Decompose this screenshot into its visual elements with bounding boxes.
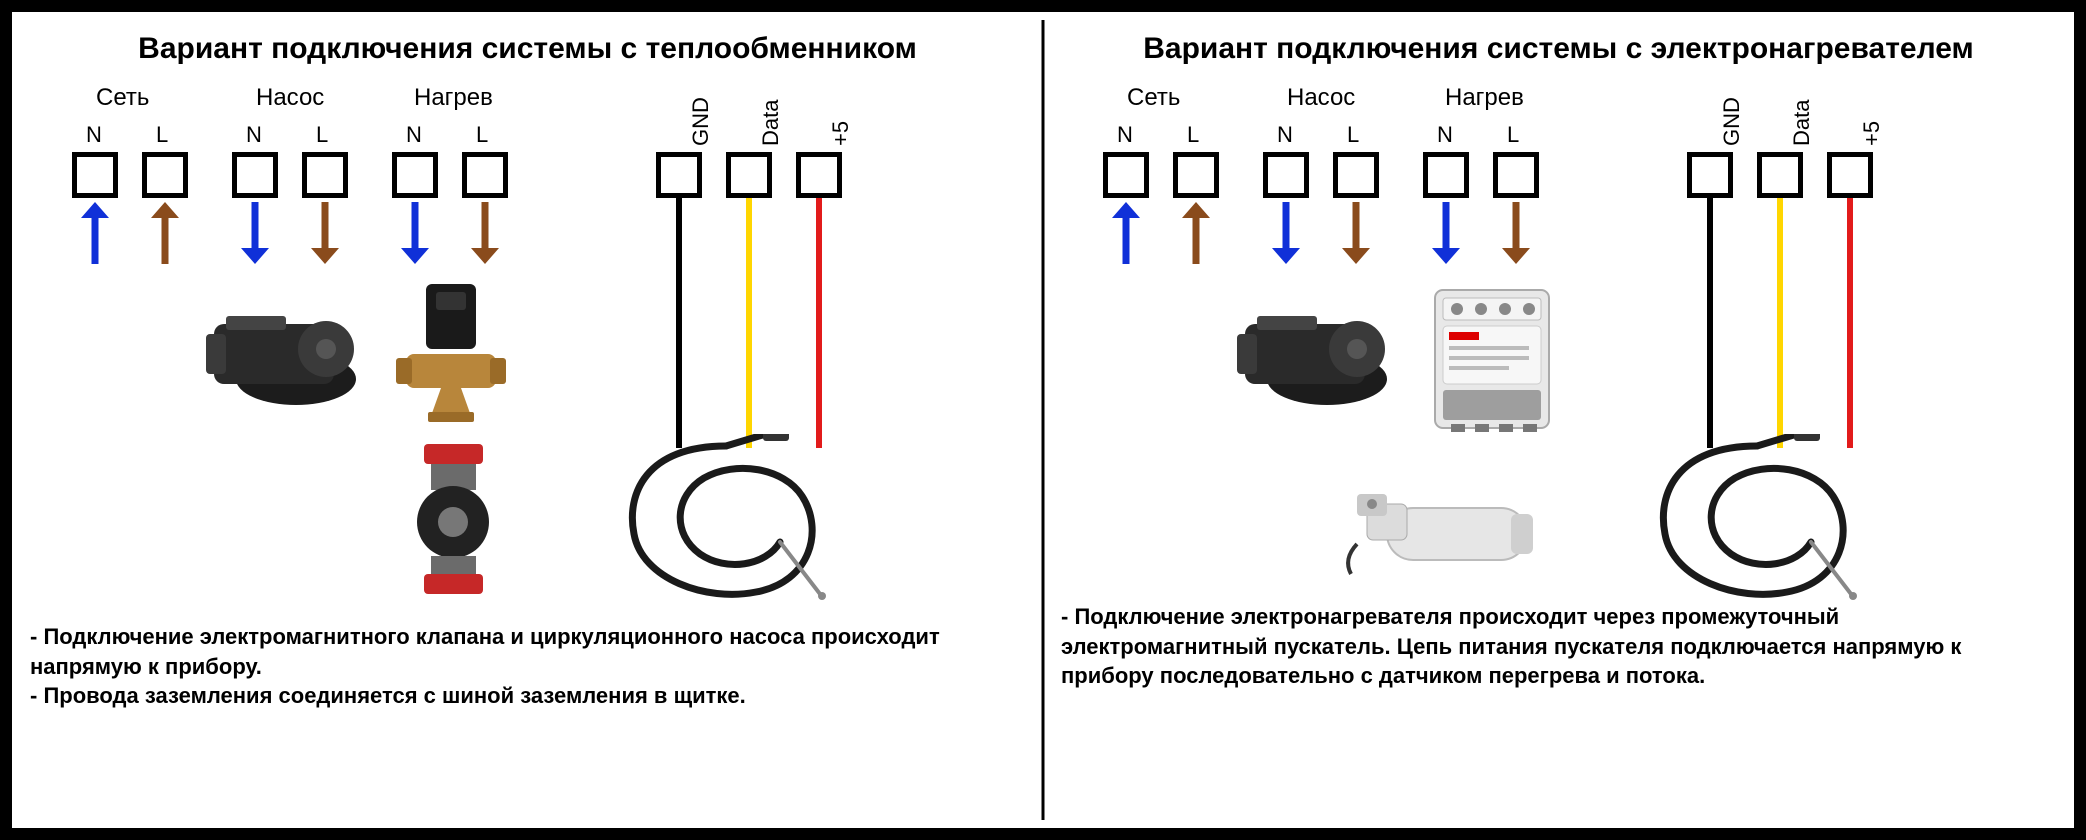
arrow-up bbox=[151, 202, 157, 264]
terminal-sublabel-vertical: Data bbox=[758, 100, 784, 146]
panel-notes: - Подключение электромагнитного клапана … bbox=[30, 622, 1013, 711]
terminal-box bbox=[142, 152, 188, 198]
arrow-down bbox=[241, 202, 247, 264]
panel-title: Вариант подключения системы с теплообмен… bbox=[36, 32, 1019, 66]
group-label: Насос bbox=[256, 84, 324, 112]
terminal-box bbox=[1827, 152, 1873, 198]
terminal-sublabel: L bbox=[476, 122, 488, 148]
terminal-sublabel-vertical: +5 bbox=[828, 121, 854, 146]
terminal-sublabel: N bbox=[86, 122, 102, 148]
terminal-sublabel: L bbox=[316, 122, 328, 148]
device-solenoid-valve bbox=[396, 284, 506, 429]
wire bbox=[1777, 198, 1783, 448]
terminal-box bbox=[462, 152, 508, 198]
terminal-box bbox=[1333, 152, 1379, 198]
terminal-box bbox=[392, 152, 438, 198]
terminal-box bbox=[1423, 152, 1469, 198]
terminal-row: Сеть N L Насос N L Нагрев N L GND Data +5 bbox=[36, 84, 1019, 434]
terminal-box bbox=[1173, 152, 1219, 198]
terminal-sublabel-vertical: GND bbox=[1719, 97, 1745, 146]
terminal-box bbox=[1687, 152, 1733, 198]
group-label: Сеть bbox=[96, 84, 149, 112]
terminal-sublabel: N bbox=[406, 122, 422, 148]
panel-left: Вариант подключения системы с теплообмен… bbox=[12, 12, 1043, 828]
wire bbox=[676, 198, 682, 448]
wire bbox=[1707, 198, 1713, 448]
terminal-sublabel: L bbox=[156, 122, 168, 148]
arrow-down bbox=[471, 202, 477, 264]
arrow-down bbox=[311, 202, 317, 264]
arrow-down bbox=[1502, 202, 1508, 264]
terminal-row: Сеть N L Насос N L Нагрев N L GND Data +5 bbox=[1067, 84, 2050, 434]
diagram-frame: Вариант подключения системы с теплообмен… bbox=[0, 0, 2086, 840]
terminal-sublabel: L bbox=[1507, 122, 1519, 148]
terminal-box bbox=[1493, 152, 1539, 198]
device-sensor-cable bbox=[1647, 434, 1877, 619]
note-line: - Провода заземления соединяется с шиной… bbox=[30, 681, 1013, 711]
terminal-box bbox=[232, 152, 278, 198]
panel-right: Вариант подключения системы с электронаг… bbox=[1043, 12, 2074, 828]
arrow-up bbox=[1182, 202, 1188, 264]
arrow-up bbox=[81, 202, 87, 264]
terminal-box bbox=[726, 152, 772, 198]
device-electric-heater bbox=[1337, 474, 1537, 589]
terminal-box bbox=[1263, 152, 1309, 198]
group-label: Нагрев bbox=[414, 84, 493, 112]
group-label: Нагрев bbox=[1445, 84, 1524, 112]
terminal-sublabel: N bbox=[1277, 122, 1293, 148]
panel-notes: - Подключение электронагревателя происхо… bbox=[1061, 602, 2044, 691]
note-line: - Подключение электромагнитного клапана … bbox=[30, 622, 1013, 681]
device-circulation-pump bbox=[406, 444, 501, 599]
terminal-sublabel-vertical: +5 bbox=[1859, 121, 1885, 146]
note-line: - Подключение электронагревателя происхо… bbox=[1061, 602, 2044, 691]
terminal-box bbox=[1757, 152, 1803, 198]
wire bbox=[1847, 198, 1853, 448]
terminal-box bbox=[1103, 152, 1149, 198]
terminal-sublabel: N bbox=[246, 122, 262, 148]
terminal-box bbox=[656, 152, 702, 198]
panel-title: Вариант подключения системы с электронаг… bbox=[1067, 32, 2050, 66]
terminal-box bbox=[302, 152, 348, 198]
terminal-sublabel: N bbox=[1117, 122, 1133, 148]
terminal-sublabel: L bbox=[1187, 122, 1199, 148]
group-label: Насос bbox=[1287, 84, 1355, 112]
terminal-sublabel: N bbox=[1437, 122, 1453, 148]
arrow-down bbox=[1432, 202, 1438, 264]
wire bbox=[746, 198, 752, 448]
group-label: Сеть bbox=[1127, 84, 1180, 112]
device-pump-motor bbox=[1227, 294, 1397, 419]
wire bbox=[816, 198, 822, 448]
arrow-down bbox=[1272, 202, 1278, 264]
arrow-up bbox=[1112, 202, 1118, 264]
terminal-box bbox=[72, 152, 118, 198]
device-pump-motor bbox=[196, 294, 366, 419]
terminal-sublabel-vertical: Data bbox=[1789, 100, 1815, 146]
arrow-down bbox=[1342, 202, 1348, 264]
arrow-down bbox=[401, 202, 407, 264]
device-sensor-cable bbox=[616, 434, 846, 619]
device-contactor bbox=[1427, 284, 1557, 439]
terminal-box bbox=[796, 152, 842, 198]
terminal-sublabel-vertical: GND bbox=[688, 97, 714, 146]
terminal-sublabel: L bbox=[1347, 122, 1359, 148]
